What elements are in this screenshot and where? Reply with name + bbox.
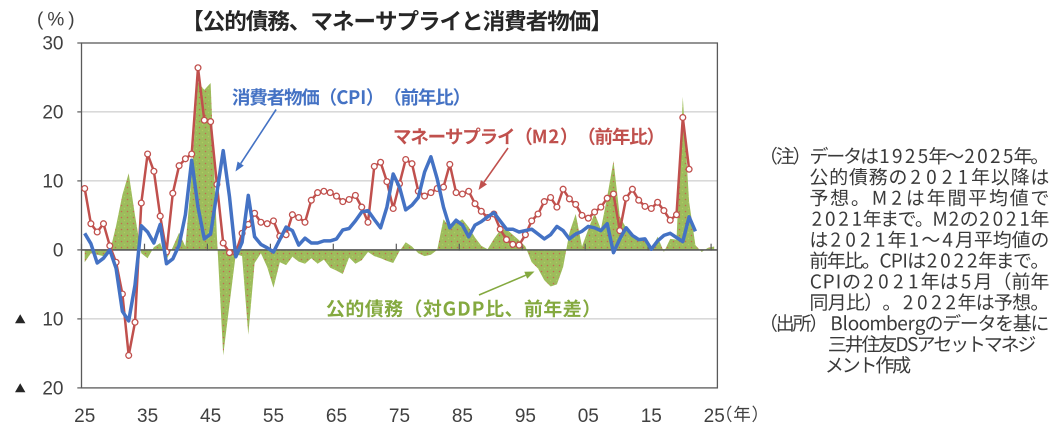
svg-text:10: 10 [42,310,63,331]
svg-text:85: 85 [452,406,473,427]
svg-text:55: 55 [263,406,284,427]
svg-text:95: 95 [515,406,536,427]
svg-text:45: 45 [200,406,221,427]
svg-text:30: 30 [42,34,63,55]
svg-text:05: 05 [578,406,599,427]
svg-text:10: 10 [42,172,63,193]
svg-text:75: 75 [389,406,410,427]
svg-text:25: 25 [74,406,95,427]
svg-text:35: 35 [137,406,158,427]
svg-text:0: 0 [53,241,64,262]
svg-text:20: 20 [42,103,63,124]
svg-text:20: 20 [42,379,63,400]
svg-text:(%): (%) [37,10,79,31]
svg-text:25: 25 [704,406,725,427]
svg-text:65: 65 [326,406,347,427]
svg-text:15: 15 [641,406,662,427]
